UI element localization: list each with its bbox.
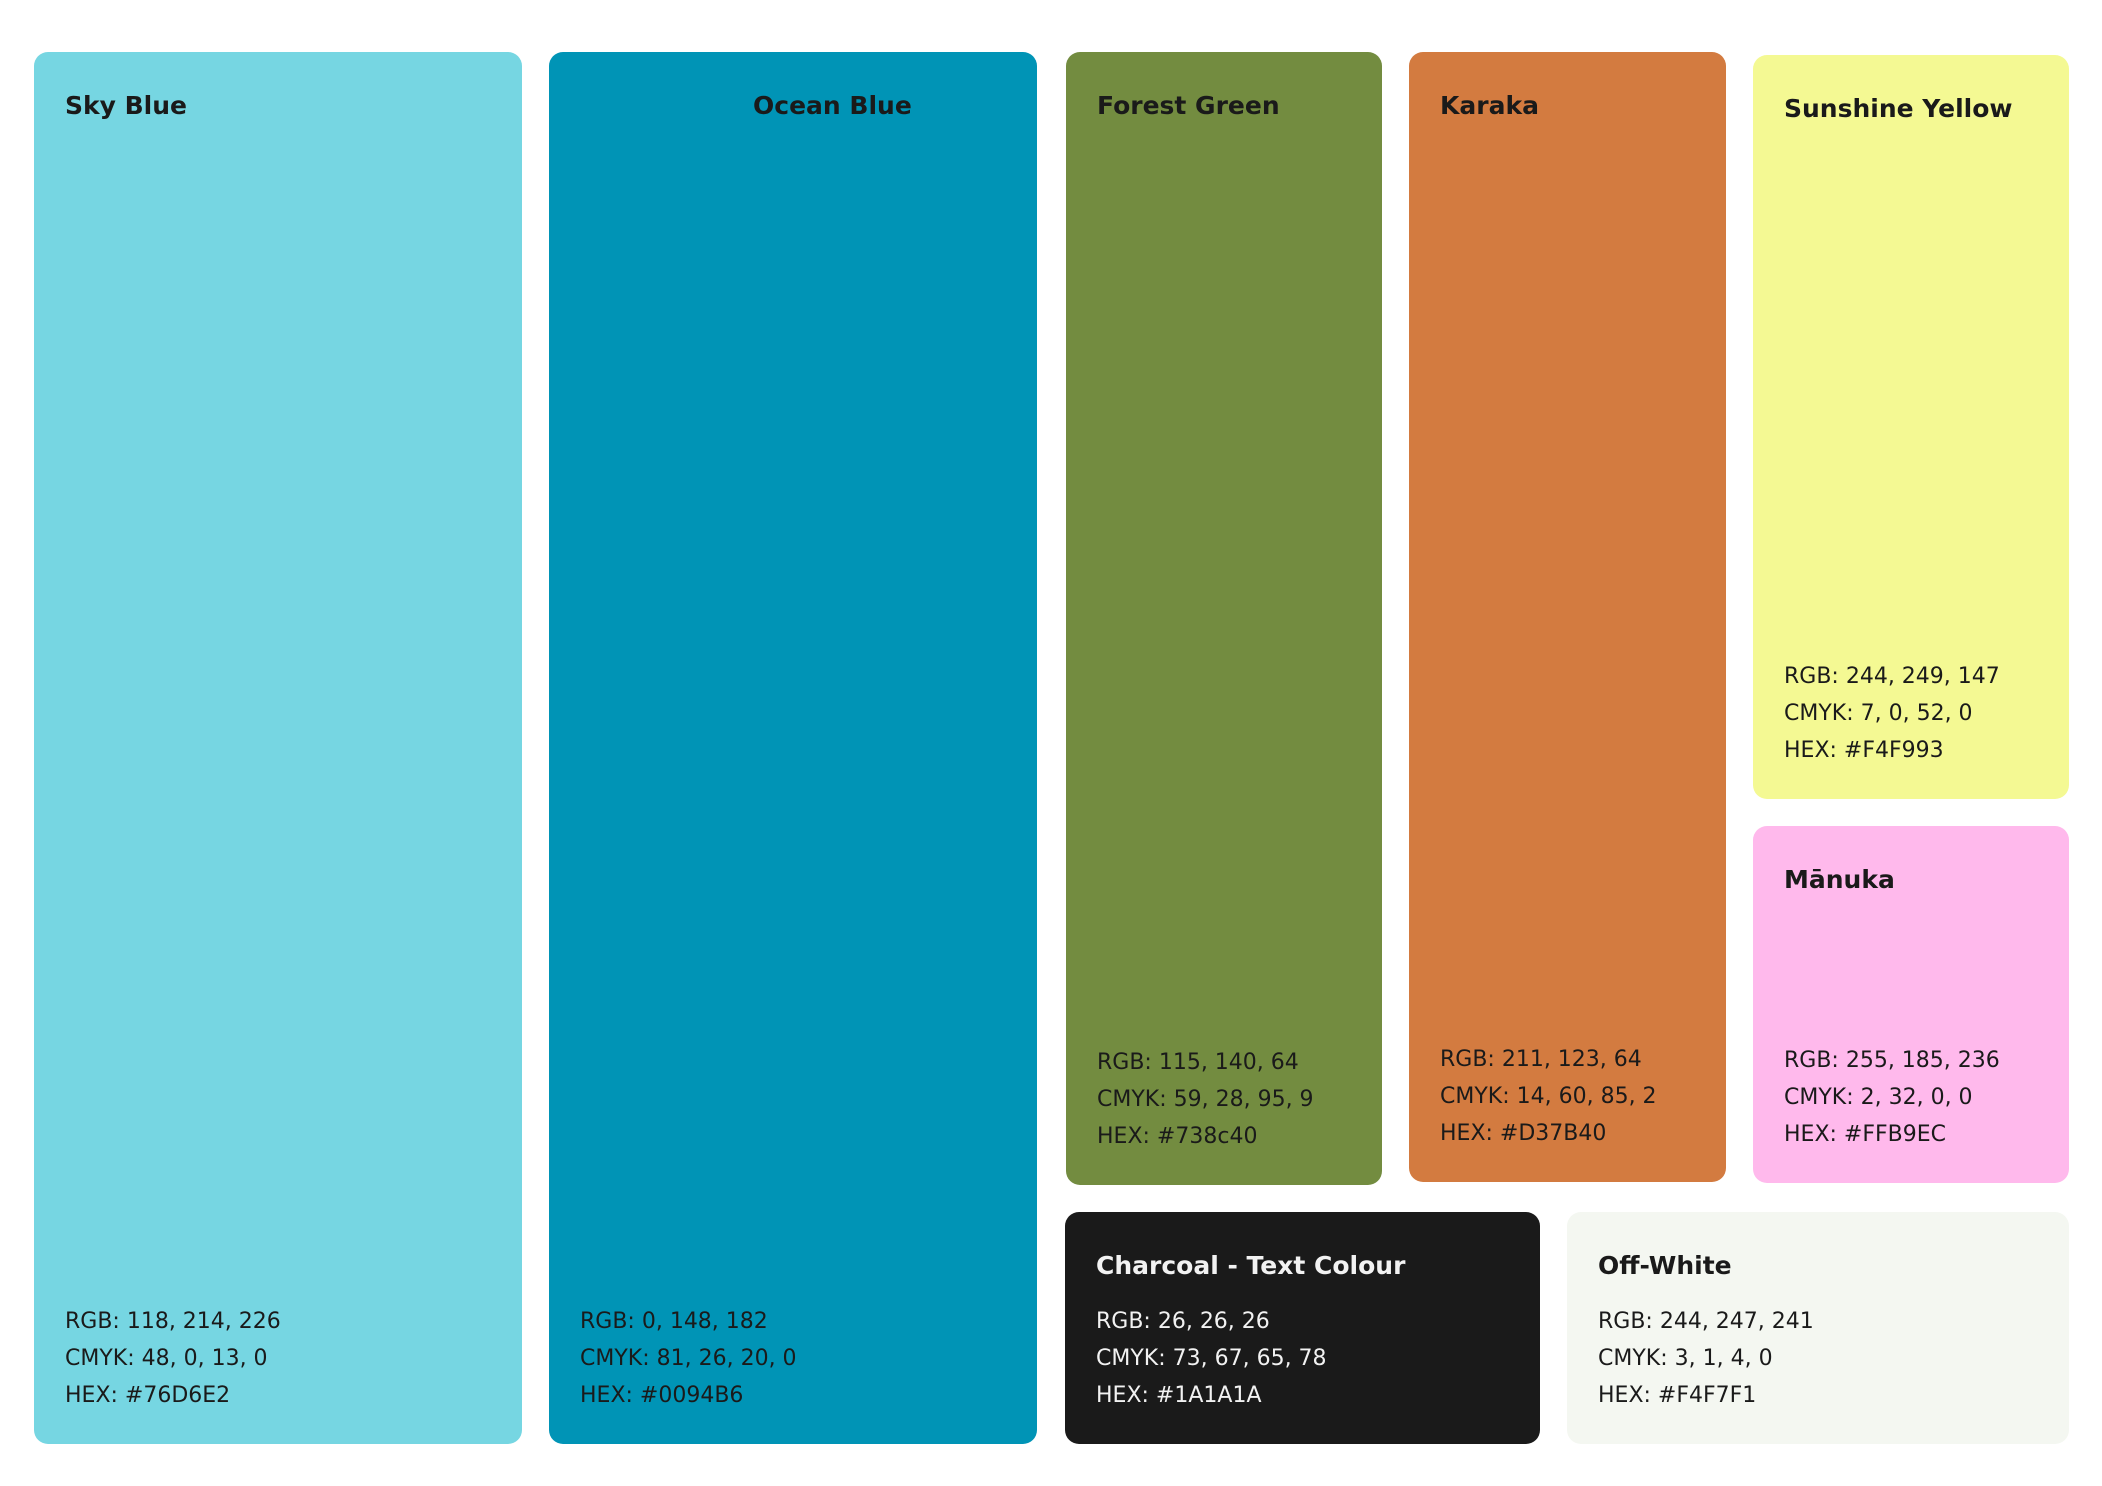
swatch-values: RGB: 26, 26, 26 CMYK: 73, 67, 65, 78 HEX… [1096, 1303, 1327, 1414]
swatch-charcoal: Charcoal - Text Colour RGB: 26, 26, 26 C… [1065, 1212, 1540, 1444]
swatch-values: RGB: 211, 123, 64 CMYK: 14, 60, 85, 2 HE… [1440, 1041, 1657, 1152]
swatch-name: Mānuka [1784, 865, 1895, 894]
swatch-name: Forest Green [1097, 91, 1280, 120]
cmyk-value: CMYK: 73, 67, 65, 78 [1096, 1346, 1327, 1371]
swatch-values: RGB: 244, 249, 147 CMYK: 7, 0, 52, 0 HEX… [1784, 658, 2000, 769]
swatch-sunshine-yellow: Sunshine Yellow RGB: 244, 249, 147 CMYK:… [1753, 55, 2069, 799]
swatch-values: RGB: 255, 185, 236 CMYK: 2, 32, 0, 0 HEX… [1784, 1042, 2000, 1153]
swatch-values: RGB: 244, 247, 241 CMYK: 3, 1, 4, 0 HEX:… [1598, 1303, 1814, 1414]
swatch-name: Charcoal - Text Colour [1096, 1251, 1406, 1280]
rgb-value: RGB: 244, 247, 241 [1598, 1309, 1814, 1334]
hex-value: HEX: #0094B6 [580, 1383, 744, 1408]
swatch-name: Sky Blue [65, 91, 188, 120]
hex-value: HEX: #76D6E2 [65, 1383, 231, 1408]
rgb-value: RGB: 0, 148, 182 [580, 1309, 768, 1334]
swatch-forest-green: Forest Green RGB: 115, 140, 64 CMYK: 59,… [1066, 52, 1382, 1185]
hex-value: HEX: #FFB9EC [1784, 1122, 1947, 1147]
rgb-value: RGB: 118, 214, 226 [65, 1309, 281, 1334]
hex-value: HEX: #1A1A1A [1096, 1383, 1262, 1408]
swatch-ocean-blue: Ocean Blue RGB: 0, 148, 182 CMYK: 81, 26… [549, 52, 1037, 1444]
hex-value: HEX: #738c40 [1097, 1124, 1258, 1149]
hex-value: HEX: #D37B40 [1440, 1121, 1607, 1146]
cmyk-value: CMYK: 14, 60, 85, 2 [1440, 1084, 1657, 1109]
swatch-name: Sunshine Yellow [1784, 94, 2013, 123]
swatch-name: Off-White [1598, 1251, 1732, 1280]
rgb-value: RGB: 211, 123, 64 [1440, 1047, 1642, 1072]
cmyk-value: CMYK: 7, 0, 52, 0 [1784, 701, 1973, 726]
cmyk-value: CMYK: 59, 28, 95, 9 [1097, 1087, 1314, 1112]
hex-value: HEX: #F4F993 [1784, 738, 1944, 763]
hex-value: HEX: #F4F7F1 [1598, 1383, 1757, 1408]
swatch-manuka: Mānuka RGB: 255, 185, 236 CMYK: 2, 32, 0… [1753, 826, 2069, 1183]
cmyk-value: CMYK: 3, 1, 4, 0 [1598, 1346, 1773, 1371]
rgb-value: RGB: 244, 249, 147 [1784, 664, 2000, 689]
cmyk-value: CMYK: 48, 0, 13, 0 [65, 1346, 268, 1371]
swatch-values: RGB: 0, 148, 182 CMYK: 81, 26, 20, 0 HEX… [580, 1303, 797, 1414]
swatch-values: RGB: 118, 214, 226 CMYK: 48, 0, 13, 0 HE… [65, 1303, 281, 1414]
swatch-values: RGB: 115, 140, 64 CMYK: 59, 28, 95, 9 HE… [1097, 1044, 1314, 1155]
cmyk-value: CMYK: 2, 32, 0, 0 [1784, 1085, 1973, 1110]
swatch-name: Ocean Blue [753, 91, 912, 120]
cmyk-value: CMYK: 81, 26, 20, 0 [580, 1346, 797, 1371]
swatch-sky-blue: Sky Blue RGB: 118, 214, 226 CMYK: 48, 0,… [34, 52, 522, 1444]
rgb-value: RGB: 255, 185, 236 [1784, 1048, 2000, 1073]
rgb-value: RGB: 26, 26, 26 [1096, 1309, 1270, 1334]
swatch-karaka: Karaka RGB: 211, 123, 64 CMYK: 14, 60, 8… [1409, 52, 1726, 1182]
swatch-off-white: Off-White RGB: 244, 247, 241 CMYK: 3, 1,… [1567, 1212, 2069, 1444]
rgb-value: RGB: 115, 140, 64 [1097, 1050, 1299, 1075]
swatch-name: Karaka [1440, 91, 1539, 120]
